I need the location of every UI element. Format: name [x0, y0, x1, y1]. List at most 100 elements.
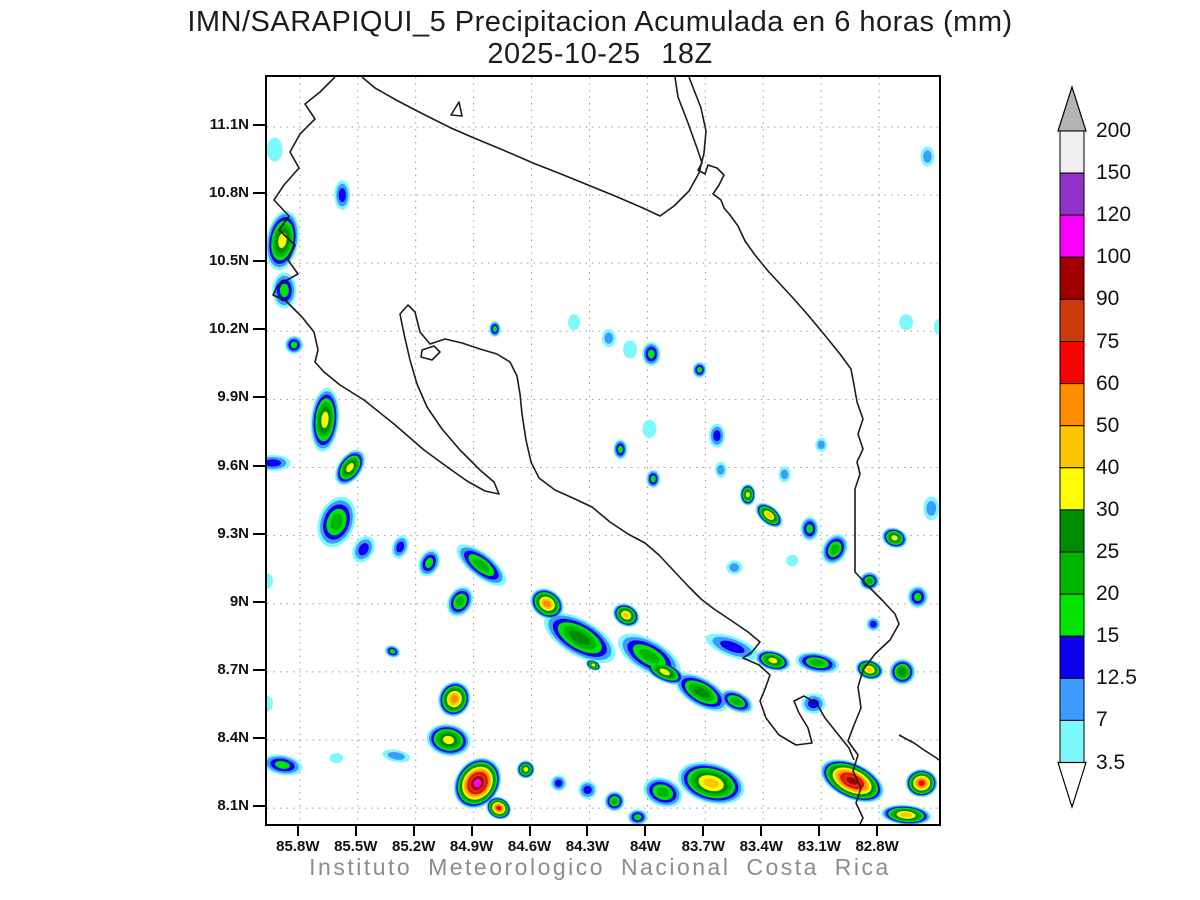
precip-contour-cell [729, 563, 740, 572]
lon-tick [760, 824, 763, 836]
colorbar-segment [1059, 509, 1085, 553]
precip-contour-cell [898, 668, 907, 676]
precip-contour-cell [866, 667, 873, 673]
lon-tick-label: 84.3W [565, 838, 610, 855]
colorbar-level-label: 100 [1096, 245, 1132, 269]
precip-contour-cell [745, 491, 750, 498]
colorbar-level-label: 40 [1096, 455, 1120, 479]
precip-contour-cell [617, 445, 624, 454]
coastline [272, 77, 855, 761]
lat-tick-label: 10.8N [208, 184, 249, 202]
lat-tick-label: 11.1N [209, 115, 249, 133]
precip-contour-cell [786, 554, 799, 567]
precip-contour-cell [473, 558, 490, 572]
precip-contour-cell [611, 798, 618, 805]
colorbar-segment [1059, 341, 1085, 385]
lat-tick-label: 10.2N [208, 320, 249, 338]
precip-contour-cell [267, 137, 283, 162]
colorbar-segment [1059, 130, 1085, 174]
precip-contour-cell [330, 513, 343, 531]
precip-contour-cell [450, 695, 458, 703]
colorbar-legend: 200 150 120 100 90 75 60 50 40 30 25 20 15 12.5 7 3.5 [1052, 85, 1198, 835]
precip-contour-cell [846, 777, 858, 785]
lon-tick [818, 824, 821, 836]
lat-tick-label: 8.1N [217, 797, 249, 815]
precip-contour-cell [659, 668, 671, 676]
lon-tick [354, 824, 357, 836]
lat-tick [253, 123, 265, 126]
lon-tick-label: 83.4W [739, 838, 783, 855]
colorbar-level-label: 15 [1096, 624, 1120, 648]
colorbar-segment [1059, 214, 1085, 258]
precip-contour-cell [442, 735, 455, 745]
coastline [361, 77, 707, 217]
precip-contour-cell [279, 283, 289, 298]
precip-contour-cell [693, 686, 710, 698]
lat-tick-label: 8.7N [217, 660, 249, 678]
precip-contour-cell [425, 557, 434, 568]
precipitation-map [265, 75, 941, 826]
colorbar-segment [1059, 593, 1085, 637]
precip-contour-cell [730, 697, 742, 706]
lon-tick-label: 83.7W [681, 838, 726, 855]
colorbar-segment [1059, 719, 1085, 764]
footer-credit: Instituto Meteorologico Nacional Costa R… [309, 854, 891, 880]
precip-contour-cell [926, 500, 937, 516]
lon-tick-label: 85.8W [276, 838, 320, 855]
precip-contour-cell [647, 349, 655, 359]
lat-tick [253, 532, 265, 535]
lon-tick-label: 83.1W [797, 838, 841, 855]
figure-title: IMN/SARAPIQUI_5 Precipitacion Acumulada … [187, 6, 1013, 38]
lon-tick-label: 85.2W [392, 838, 436, 855]
colorbar-level-label: 3.5 [1096, 750, 1126, 774]
precip-contour-cell [267, 459, 282, 467]
colorbar-above-arrow [1057, 85, 1087, 132]
precip-contour-cell [650, 475, 656, 483]
precip-contour-cell [765, 512, 773, 519]
coastline [420, 345, 441, 361]
precip-contour-cell [923, 150, 932, 163]
precip-contour-cell [358, 543, 369, 556]
precip-contour-cell [389, 649, 396, 654]
lon-tick [702, 824, 705, 836]
lat-tick-label: 9.9N [217, 388, 249, 406]
colorbar-level-label: 7 [1096, 708, 1108, 732]
lat-tick [253, 805, 265, 808]
precip-contour-cell [290, 341, 298, 349]
precip-contour-cell [523, 767, 529, 772]
precip-contour-cell [278, 232, 287, 249]
lat-tick-label: 10.5N [208, 252, 249, 270]
precip-contour-cell [807, 699, 820, 709]
precip-contour-cell [569, 630, 591, 646]
precip-contour-cell [817, 440, 825, 450]
coastline [898, 734, 939, 761]
precip-contour-cell [346, 462, 354, 473]
lat-tick-label: 9N [229, 592, 249, 610]
precip-contour-cell [642, 419, 657, 439]
precip-contour-cell [455, 596, 465, 607]
lon-tick [644, 824, 647, 836]
precip-contour-cell [720, 640, 745, 654]
lon-tick [528, 824, 531, 836]
precip-contour-cell [591, 663, 596, 667]
colorbar-segment [1059, 298, 1085, 342]
colorbar-level-label: 120 [1096, 203, 1132, 227]
colorbar-level-label: 25 [1096, 540, 1120, 563]
lon-tick-label: 84W [629, 838, 661, 855]
lat-tick [253, 396, 265, 399]
lon-tick-label: 84.9W [449, 838, 494, 855]
coastline [674, 77, 900, 824]
colorbar-level-label: 90 [1096, 287, 1120, 311]
lat-tick-label: 8.4N [217, 728, 249, 746]
coastline [450, 101, 463, 117]
colorbar-segment [1059, 467, 1085, 511]
colorbar-level-label: 20 [1096, 582, 1120, 606]
colorbar-level-label: 30 [1096, 497, 1120, 521]
lat-tick-label: 9.6N [217, 456, 249, 474]
precip-contour-cell [696, 366, 703, 373]
colorbar-segment [1059, 256, 1085, 300]
precip-contour-cell [396, 541, 405, 553]
precip-contour-cell [768, 657, 778, 664]
precip-contour-cell [604, 332, 614, 344]
